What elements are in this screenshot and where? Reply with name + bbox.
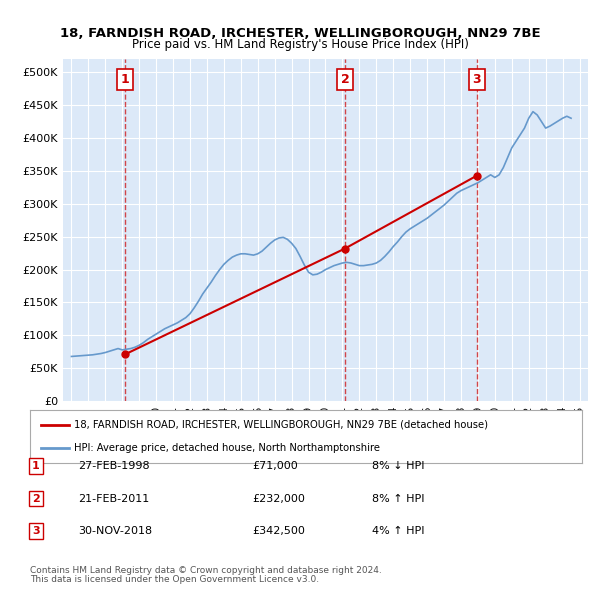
Text: 1: 1 [32, 461, 40, 471]
Point [340, 244, 350, 253]
Text: HPI: Average price, detached house, North Northamptonshire: HPI: Average price, detached house, Nort… [74, 443, 380, 453]
Text: 8% ↓ HPI: 8% ↓ HPI [372, 461, 425, 471]
Point [120, 350, 130, 359]
Text: 3: 3 [472, 73, 481, 86]
Text: 2: 2 [341, 73, 349, 86]
Text: 27-FEB-1998: 27-FEB-1998 [78, 461, 149, 471]
Text: 21-FEB-2011: 21-FEB-2011 [78, 494, 149, 503]
Text: 3: 3 [32, 526, 40, 536]
Text: This data is licensed under the Open Government Licence v3.0.: This data is licensed under the Open Gov… [30, 575, 319, 584]
Text: 8% ↑ HPI: 8% ↑ HPI [372, 494, 425, 503]
Text: Contains HM Land Registry data © Crown copyright and database right 2024.: Contains HM Land Registry data © Crown c… [30, 566, 382, 575]
Text: 18, FARNDISH ROAD, IRCHESTER, WELLINGBOROUGH, NN29 7BE (detached house): 18, FARNDISH ROAD, IRCHESTER, WELLINGBOR… [74, 420, 488, 430]
Text: Price paid vs. HM Land Registry's House Price Index (HPI): Price paid vs. HM Land Registry's House … [131, 38, 469, 51]
Point [472, 171, 481, 181]
Text: 18, FARNDISH ROAD, IRCHESTER, WELLINGBOROUGH, NN29 7BE: 18, FARNDISH ROAD, IRCHESTER, WELLINGBOR… [59, 27, 541, 40]
Text: £342,500: £342,500 [252, 526, 305, 536]
Text: 2: 2 [32, 494, 40, 503]
Text: £71,000: £71,000 [252, 461, 298, 471]
Text: 30-NOV-2018: 30-NOV-2018 [78, 526, 152, 536]
Text: 4% ↑ HPI: 4% ↑ HPI [372, 526, 425, 536]
Text: £232,000: £232,000 [252, 494, 305, 503]
Text: 1: 1 [121, 73, 129, 86]
